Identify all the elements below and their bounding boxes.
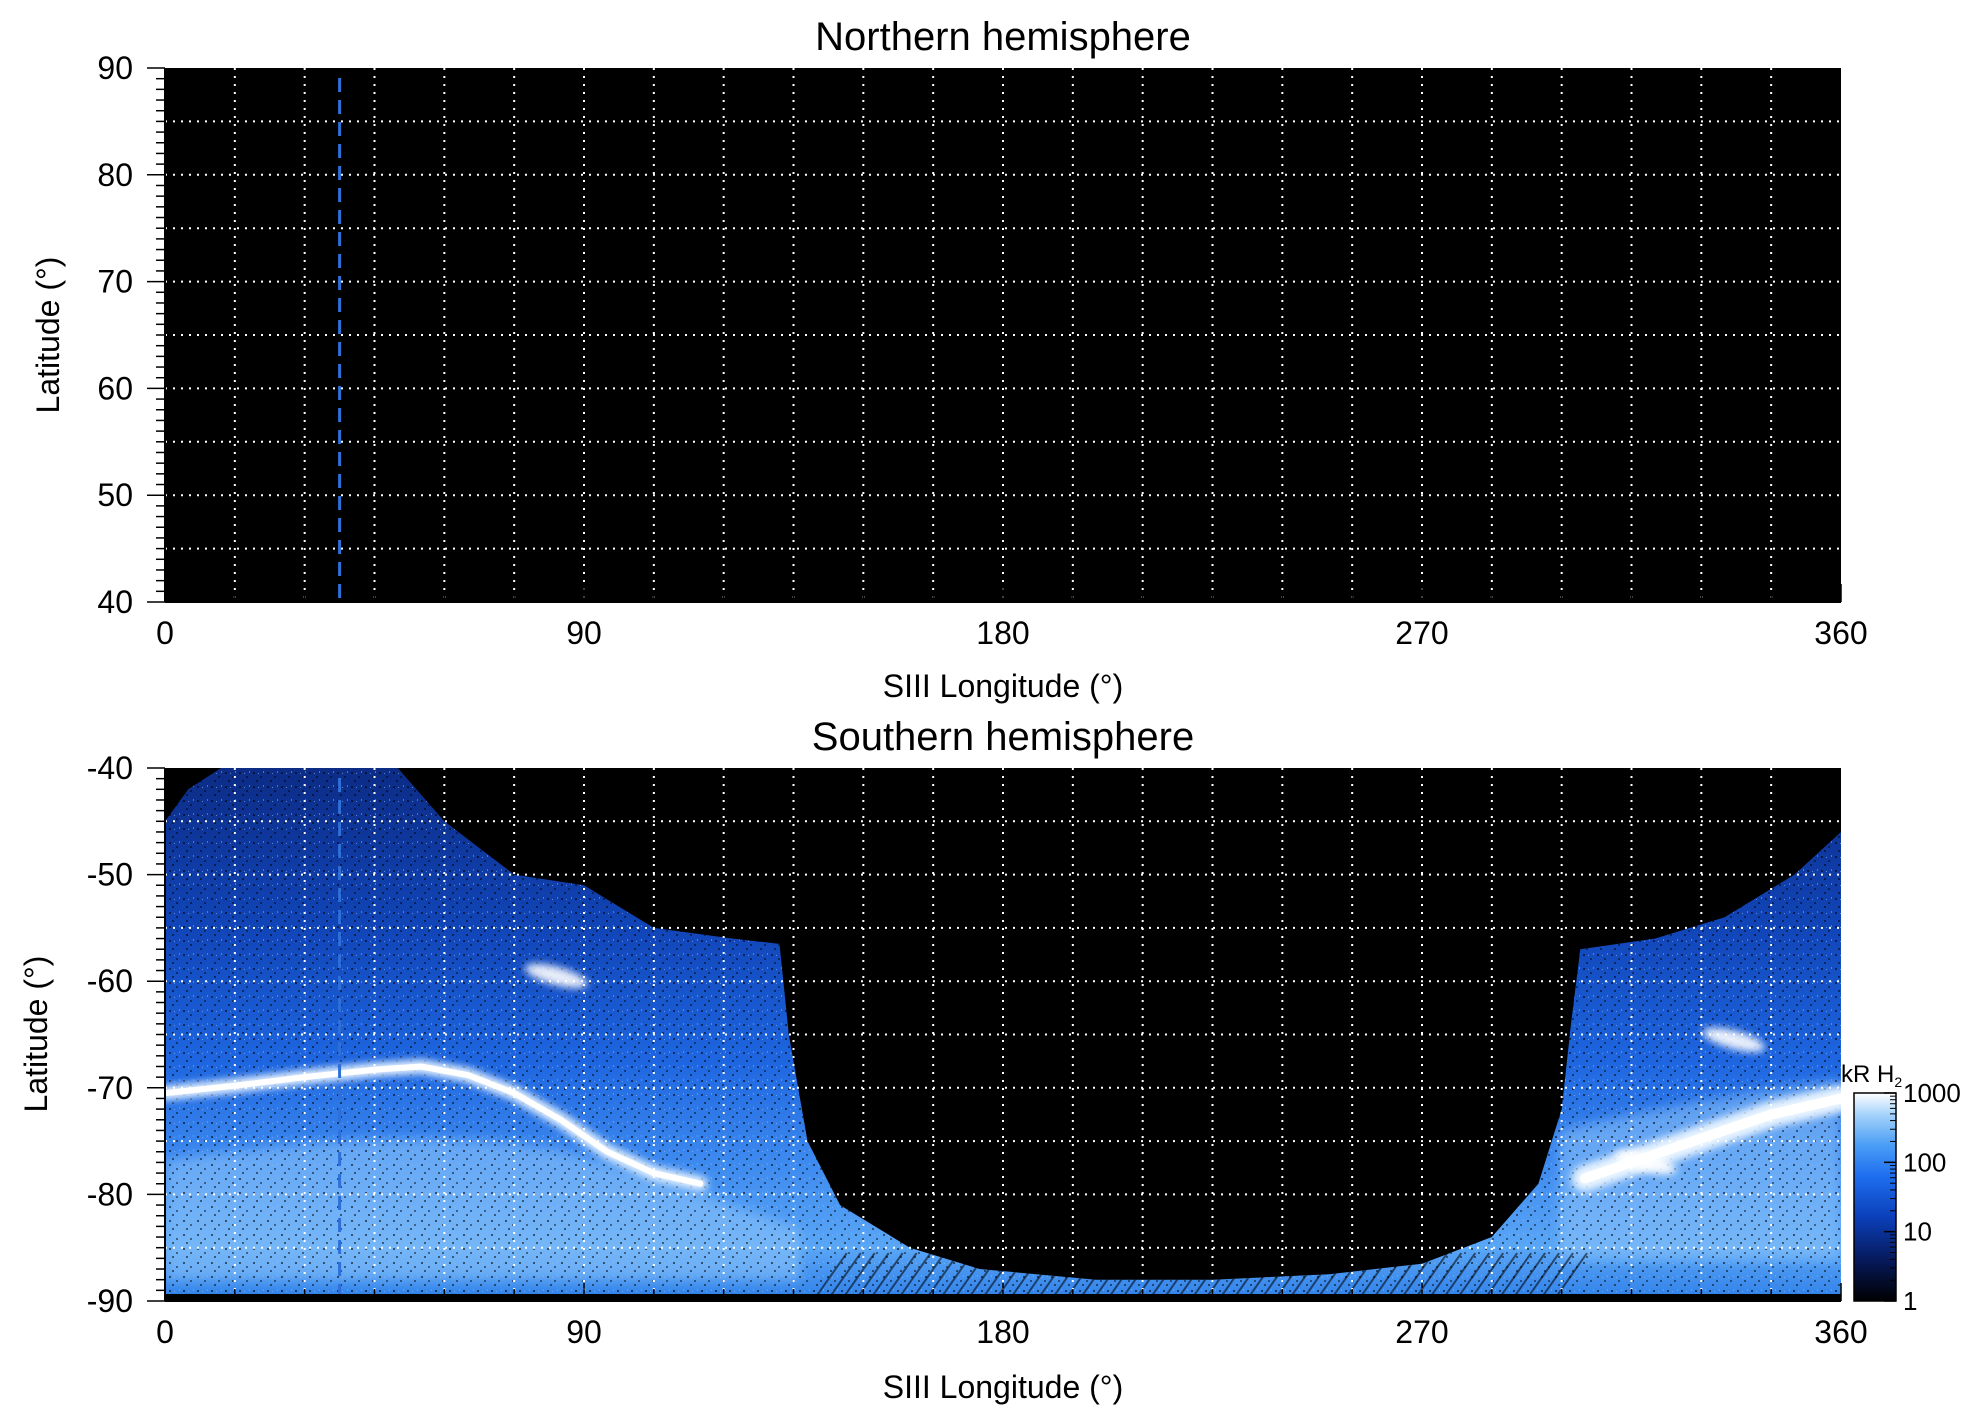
north-x-tick-label: 180	[976, 615, 1029, 651]
north-y-tick-label: 70	[97, 264, 133, 300]
south-polar-streak	[871, 1252, 904, 1297]
colorbar-tick-label: 10	[1903, 1217, 1932, 1247]
south-y-tick-label: -90	[87, 1283, 133, 1319]
south-y-tick-label: -40	[87, 750, 133, 786]
south-bright-spot	[525, 963, 588, 988]
south-y-tick-label: -70	[87, 1070, 133, 1106]
colorbar-ticks: 1000 100 10 1	[1884, 1078, 1961, 1316]
south-polar-streak	[1542, 1252, 1574, 1297]
south-polar-streak	[899, 1252, 932, 1297]
southern-panel: Southern hemisphere 0 90 180 270 360 -40 -50 -6…	[18, 715, 1868, 1405]
south-polar-streak	[829, 1252, 862, 1297]
south-polar-streak	[1528, 1252, 1560, 1297]
south-polar-streak	[1458, 1252, 1491, 1297]
south-polar-streak	[1514, 1252, 1546, 1297]
south-main-oval-west	[165, 1063, 704, 1187]
south-polar-streak	[843, 1252, 876, 1297]
south-axes: 0 90 180 270 360 -40 -50 -60 -70 -80 -90	[87, 750, 1868, 1350]
colorbar-tick-label: 1000	[1903, 1078, 1961, 1108]
north-x-tick-label: 360	[1814, 615, 1867, 651]
south-polar-streak	[885, 1252, 918, 1297]
colorbar-tick-label: 100	[1903, 1147, 1946, 1177]
north-x-tick-label: 90	[566, 615, 602, 651]
south-polar-streak	[1500, 1252, 1532, 1297]
south-y-tick-label: -60	[87, 963, 133, 999]
south-x-tick-label: 270	[1395, 1314, 1448, 1350]
south-ylabel: Latitude (°)	[18, 956, 54, 1113]
south-bright-spot	[1614, 1150, 1677, 1175]
northern-panel: Northern hemisphere 0 90 180 270 360 90 80 70 60…	[30, 15, 1868, 704]
north-xlabel: SIII Longitude (°)	[883, 668, 1123, 704]
colorbar-ramp	[1853, 1092, 1897, 1302]
south-xlabel: SIII Longitude (°)	[883, 1369, 1123, 1405]
south-polar-streak	[1472, 1252, 1505, 1297]
north-grid	[165, 68, 1841, 602]
colorbar-unit: kR H2	[1841, 1061, 1902, 1090]
north-y-tick-label: 80	[97, 157, 133, 193]
north-ylabel: Latitude (°)	[30, 257, 66, 414]
north-title: Northern hemisphere	[815, 15, 1191, 59]
north-y-tick-label: 50	[97, 477, 133, 513]
north-y-tick-label: 60	[97, 370, 133, 406]
north-x-tick-label: 0	[156, 615, 174, 651]
colorbar-tick-label: 1	[1903, 1286, 1917, 1316]
south-main-oval-east	[1579, 1093, 1841, 1184]
south-polar-streak	[815, 1252, 848, 1297]
south-y-tick-label: -80	[87, 1176, 133, 1212]
south-x-tick-label: 360	[1814, 1314, 1867, 1350]
north-axes: 0 90 180 270 360 90 80 70 60 50 40	[97, 50, 1867, 651]
south-title: Southern hemisphere	[812, 715, 1194, 759]
south-polar-streak	[1430, 1252, 1463, 1297]
south-y-tick-label: -50	[87, 857, 133, 893]
south-x-tick-label: 90	[566, 1314, 602, 1350]
south-x-tick-label: 0	[156, 1314, 174, 1350]
south-polar-streak	[1444, 1252, 1477, 1297]
south-x-tick-label: 180	[976, 1314, 1029, 1350]
north-y-tick-label: 40	[97, 584, 133, 620]
colorbar-unit-subscript: 2	[1894, 1074, 1902, 1090]
colorbar: kR H2 1000 100 10 1	[1841, 1061, 1961, 1316]
south-polar-streak	[913, 1252, 946, 1297]
south-grid	[165, 768, 1841, 1301]
north-y-tick-label: 90	[97, 50, 133, 86]
north-x-tick-label: 270	[1395, 615, 1448, 651]
